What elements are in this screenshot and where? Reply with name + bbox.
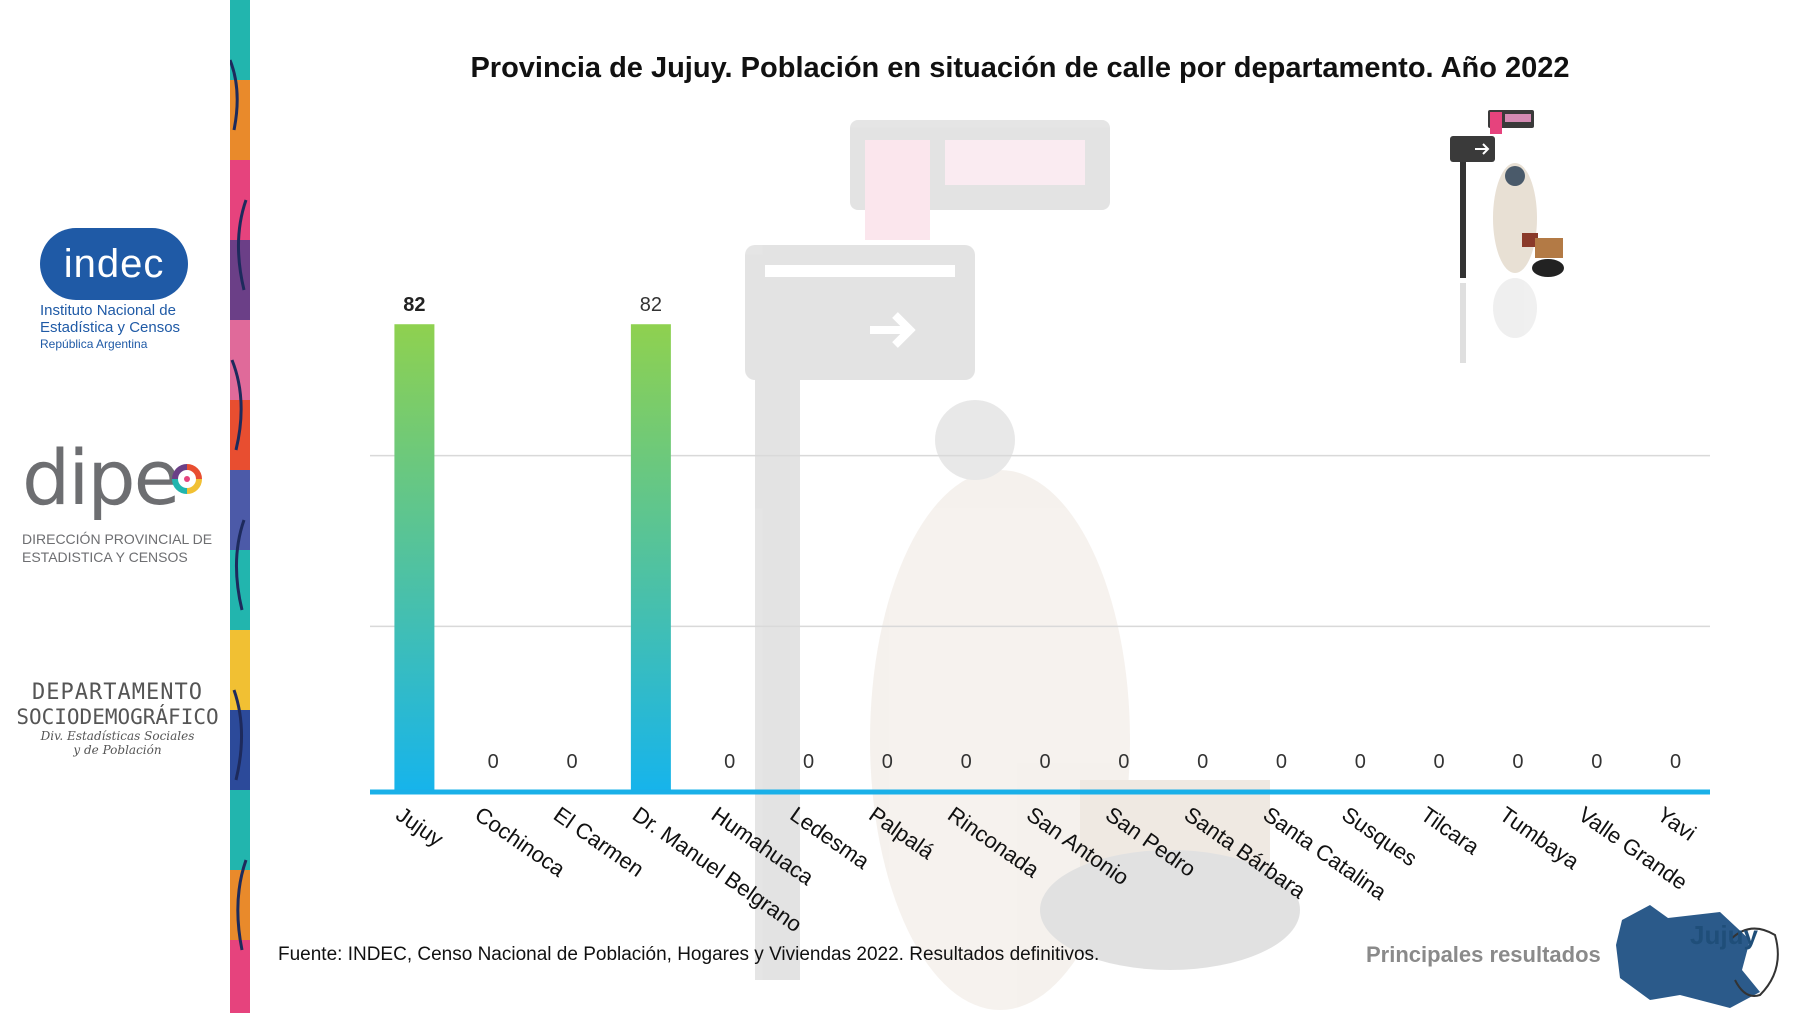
background-illustration <box>745 120 1300 1010</box>
indec-caption-line3: República Argentina <box>40 337 148 351</box>
source-note: Fuente: INDEC, Censo Nacional de Poblaci… <box>278 944 1100 965</box>
chart-value-label: 0 <box>1197 751 1208 773</box>
map-label: Jujuy <box>1690 920 1758 950</box>
dipec-caption-line2: ESTADISTICA Y CENSOS <box>22 549 188 565</box>
chart-value-label: 0 <box>488 751 499 773</box>
chart-x-tick-label: Tilcara <box>1416 802 1484 860</box>
chart-value-label: 82 <box>403 294 425 316</box>
indec-caption-line2: Estadística y Censos <box>40 319 181 336</box>
depto-line1: DEPARTAMENTO <box>32 680 203 705</box>
footer-tag: Principales resultados <box>1366 942 1601 967</box>
chart-title: Provincia de Jujuy. Población en situaci… <box>470 52 1570 84</box>
jujuy-map-icon <box>1616 905 1779 1008</box>
chart-value-label: 0 <box>1276 751 1287 773</box>
chart-value-label: 0 <box>1118 751 1129 773</box>
chart-value-label: 0 <box>1512 751 1523 773</box>
dipec-caption-line1: DIRECCIÓN PROVINCIAL DE <box>22 531 213 547</box>
chart-value-label: 0 <box>803 751 814 773</box>
chart-value-label: 0 <box>724 751 735 773</box>
decorative-stripe <box>230 0 250 1013</box>
chart-value-label: 82 <box>640 294 662 316</box>
dipec-ring-icon <box>172 464 202 494</box>
indec-logo-word: indec <box>63 242 165 286</box>
chart-value-labels: 82 0 0 82 0 0 0 0 0 0 0 0 0 0 0 0 0 <box>403 294 1681 773</box>
indec-logo: indec <box>40 228 188 300</box>
homeless-person-icon <box>1450 110 1564 363</box>
chart-x-tick-label: Jujuy <box>392 802 448 852</box>
indec-logo-caption: Instituto Nacional de Estadística y Cens… <box>40 302 210 353</box>
chart-bars <box>394 324 671 792</box>
chart-x-tick-label: Tumbaya <box>1495 802 1584 875</box>
chart-value-label: 0 <box>1039 751 1050 773</box>
dipec-logo-caption: DIRECCIÓN PROVINCIAL DE ESTADISTICA Y CE… <box>22 530 222 566</box>
chart-value-label: 0 <box>1670 751 1681 773</box>
indec-caption-line1: Instituto Nacional de <box>40 302 176 319</box>
chart-bar <box>394 324 435 792</box>
chart-bar <box>630 324 671 792</box>
chart-value-label: 0 <box>1355 751 1366 773</box>
dipec-logo-word: dipe <box>22 433 180 522</box>
chart-x-tick-label: Yavi <box>1653 802 1701 846</box>
chart-grid <box>370 454 1710 628</box>
chart-value-label: 0 <box>566 751 577 773</box>
chart-value-label: 0 <box>1434 751 1445 773</box>
chart-value-label: 0 <box>882 751 893 773</box>
departamento-logo: DEPARTAMENTO SOCIODEMOGRÁFICO Div. Estad… <box>10 680 225 757</box>
depto-line2: SOCIODEMOGRÁFICO <box>16 705 219 729</box>
chart-value-label: 0 <box>1591 751 1602 773</box>
dipec-logo: dipe <box>22 438 180 518</box>
depto-line4: y de Población <box>73 743 162 757</box>
chart-value-label: 0 <box>961 751 972 773</box>
depto-line3: Div. Estadísticas Sociales <box>40 729 195 743</box>
